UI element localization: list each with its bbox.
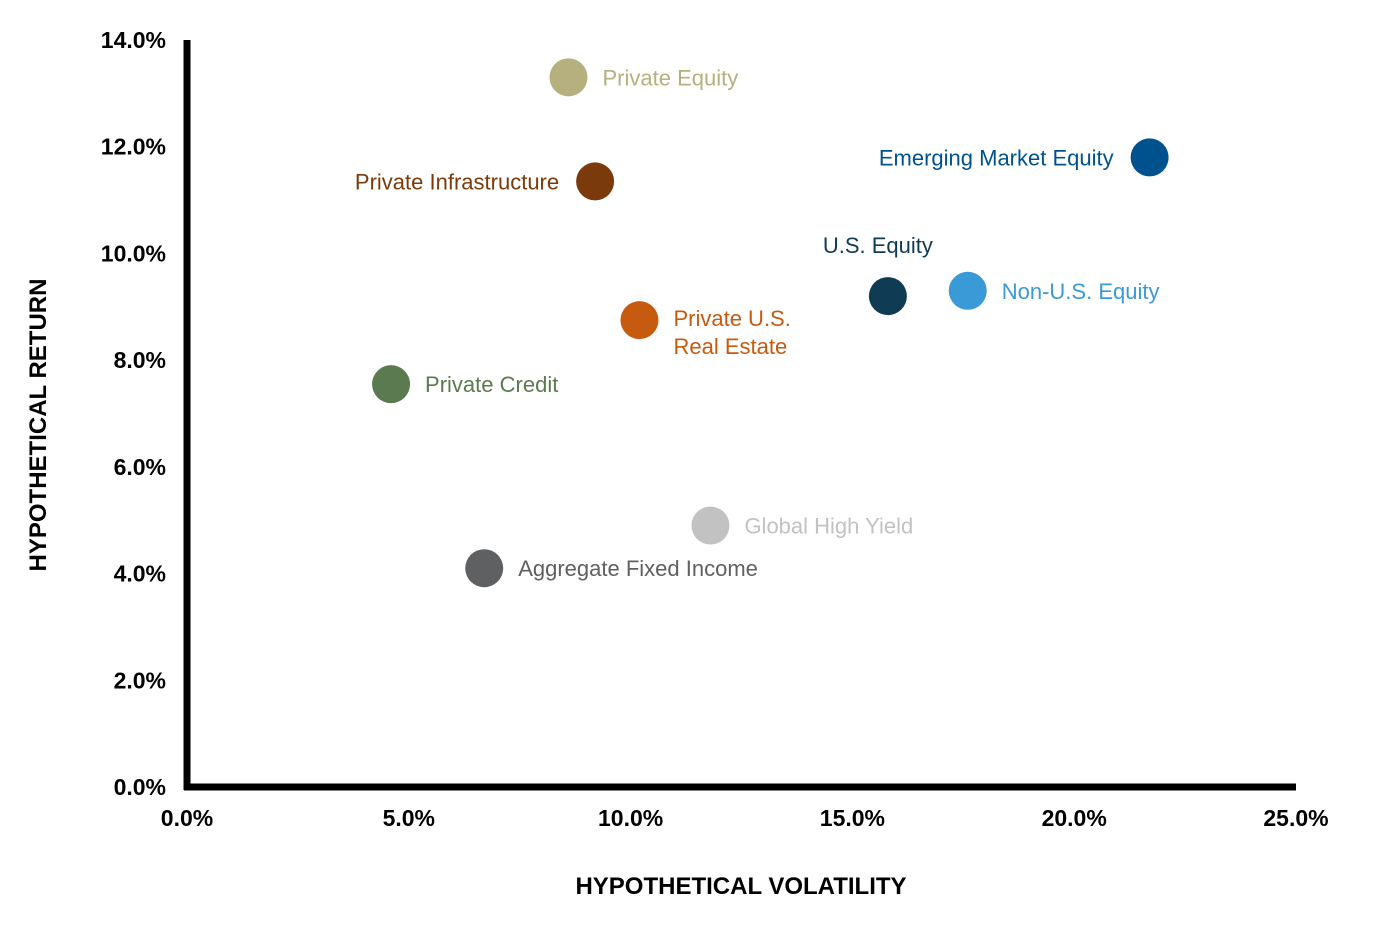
x-tick-label: 25.0% [1263,805,1328,831]
x-axis-title: HYPOTHETICAL VOLATILITY [575,873,906,900]
y-tick-label: 10.0% [101,240,166,266]
x-tick-label: 15.0% [820,805,885,831]
data-point [868,277,907,316]
data-point-label-line: Non-U.S. Equity [1002,279,1160,304]
data-point-label-line: Private Credit [425,372,558,397]
data-point-group: U.S. Equity [823,233,933,316]
y-axis-title: HYPOTHETICAL RETURN [25,279,52,572]
x-tick-labels: 0.0% 5.0% 10.0% 15.0% 20.0% 25.0% [161,805,1329,831]
data-point-label-line: Global High Yield [744,514,913,539]
x-tick-label: 5.0% [383,805,435,831]
data-point [948,271,987,310]
data-point [1130,138,1169,177]
data-point-group: Private U.S. Real Estate [620,301,791,359]
y-tick-label: 2.0% [114,667,166,693]
data-point-label-line: Aggregate Fixed Income [518,556,758,581]
data-point-group: Private Infrastructure [355,162,615,201]
y-tick-labels: 0.0% 2.0% 4.0% 6.0% 8.0% 10.0% 12.0% 14.0% [101,27,166,800]
data-point [465,549,504,588]
data-point-label: Non-U.S. Equity [1002,279,1160,304]
y-tick-label: 6.0% [114,454,166,480]
data-point [372,365,411,404]
y-tick-label: 4.0% [114,561,166,587]
data-point-label: Private Infrastructure [355,169,559,194]
y-tick-label: 12.0% [101,134,166,160]
data-point-label-line: U.S. Equity [823,233,933,258]
data-point-group: Emerging Market Equity [879,138,1169,177]
data-point-label: Aggregate Fixed Income [518,556,758,581]
data-point-label: Emerging Market Equity [879,145,1114,170]
x-tick-label: 20.0% [1042,805,1107,831]
y-tick-label: 0.0% [114,774,166,800]
data-point [576,162,615,201]
data-point [620,301,659,340]
data-point [691,506,730,545]
data-point-label-line: Private Equity [602,65,738,90]
x-tick-label: 10.0% [598,805,663,831]
data-point-label: Private U.S. Real Estate [673,306,790,359]
data-point-group: Aggregate Fixed Income [465,549,758,588]
data-points: Private Equity Emerging Market Equity Priv… [355,58,1169,588]
data-point-label: U.S. Equity [823,233,933,258]
data-point-label: Private Equity [602,65,738,90]
data-point [549,58,588,97]
data-point-group: Non-U.S. Equity [948,271,1160,310]
data-point-label: Global High Yield [744,514,913,539]
data-point-group: Private Credit [372,365,558,404]
data-point-group: Private Equity [549,58,738,97]
y-tick-label: 14.0% [101,27,166,53]
data-point-label-line: Real Estate [673,334,787,359]
x-tick-label: 0.0% [161,805,213,831]
data-point-label-line: Emerging Market Equity [879,145,1114,170]
y-tick-label: 8.0% [114,347,166,373]
data-point-label-line: Private Infrastructure [355,169,559,194]
data-point-label: Private Credit [425,372,558,397]
data-point-group: Global High Yield [691,506,913,545]
data-point-label-line: Private U.S. [673,306,790,331]
